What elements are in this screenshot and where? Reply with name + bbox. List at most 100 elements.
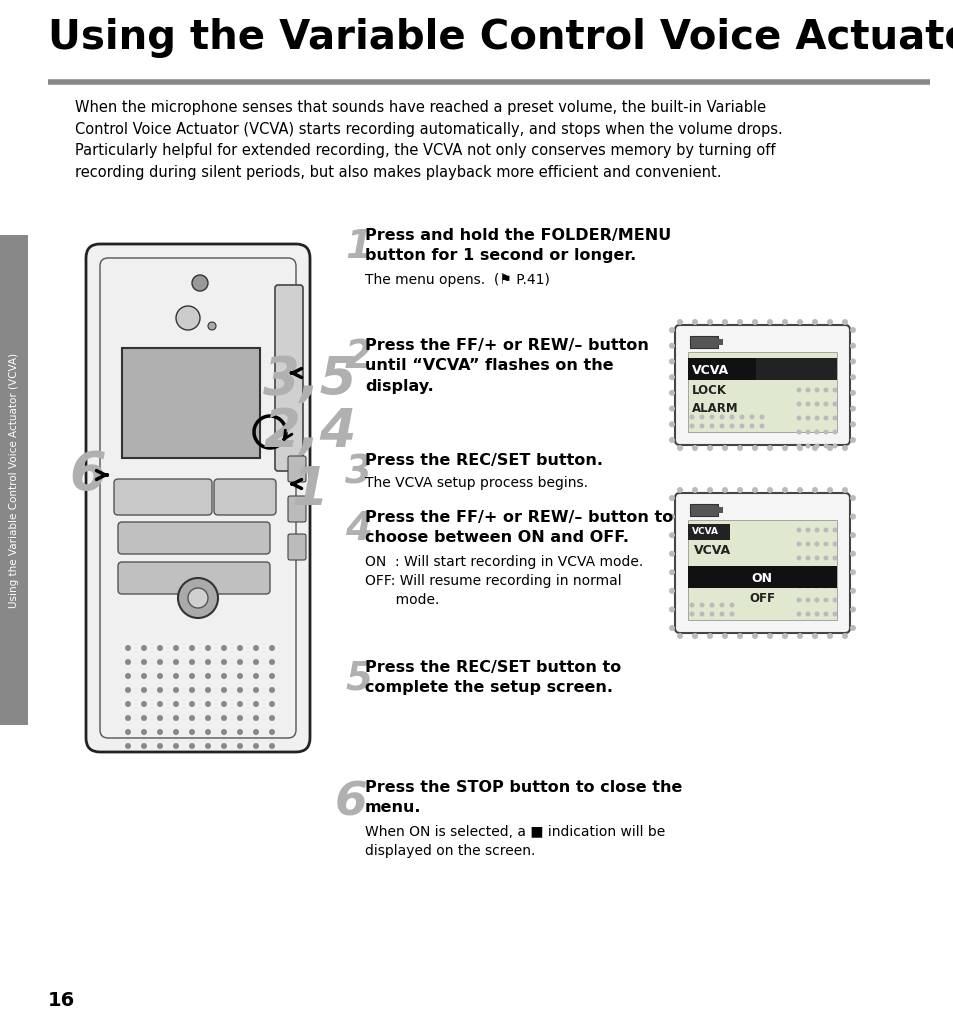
- Circle shape: [826, 633, 832, 639]
- Text: OFF: OFF: [748, 592, 774, 605]
- Circle shape: [236, 715, 243, 721]
- Circle shape: [796, 487, 802, 493]
- Circle shape: [668, 406, 675, 412]
- Text: 3: 3: [345, 453, 372, 490]
- Circle shape: [668, 437, 675, 443]
- Circle shape: [796, 569, 801, 574]
- Circle shape: [796, 319, 802, 325]
- Circle shape: [269, 743, 274, 749]
- Circle shape: [737, 445, 742, 451]
- Circle shape: [221, 659, 227, 665]
- Circle shape: [822, 611, 827, 616]
- Text: Press the FF/+ or REW/– button
until “VCVA” flashes on the
display.: Press the FF/+ or REW/– button until “VC…: [365, 338, 648, 394]
- Circle shape: [172, 729, 179, 735]
- Circle shape: [253, 687, 258, 693]
- Circle shape: [841, 633, 847, 639]
- Circle shape: [208, 322, 215, 330]
- Circle shape: [706, 319, 712, 325]
- Circle shape: [804, 597, 810, 602]
- Text: Press the FF/+ or REW/– button to
choose between ON and OFF.: Press the FF/+ or REW/– button to choose…: [365, 510, 673, 546]
- Circle shape: [751, 487, 758, 493]
- Circle shape: [221, 743, 227, 749]
- Circle shape: [668, 495, 675, 501]
- Text: Press the REC/SET button.: Press the REC/SET button.: [365, 453, 602, 468]
- Circle shape: [729, 424, 734, 428]
- Text: Press and hold the FOLDER/MENU
button for 1 second or longer.: Press and hold the FOLDER/MENU button fo…: [365, 228, 671, 263]
- Circle shape: [796, 429, 801, 434]
- Circle shape: [739, 415, 743, 420]
- Circle shape: [804, 416, 810, 421]
- Circle shape: [849, 358, 855, 365]
- FancyBboxPatch shape: [213, 479, 275, 515]
- Circle shape: [709, 602, 714, 607]
- Circle shape: [677, 633, 682, 639]
- Circle shape: [832, 584, 837, 589]
- Circle shape: [822, 359, 827, 365]
- Circle shape: [668, 514, 675, 519]
- Circle shape: [766, 487, 772, 493]
- Circle shape: [849, 374, 855, 380]
- Circle shape: [178, 578, 218, 618]
- Circle shape: [814, 611, 819, 616]
- Circle shape: [205, 687, 211, 693]
- Circle shape: [832, 597, 837, 602]
- Bar: [687, 358, 755, 380]
- Circle shape: [796, 359, 801, 365]
- Circle shape: [849, 551, 855, 557]
- Circle shape: [822, 555, 827, 560]
- Circle shape: [157, 645, 163, 651]
- Circle shape: [699, 602, 703, 607]
- Circle shape: [709, 611, 714, 616]
- Circle shape: [221, 673, 227, 679]
- Text: The VCVA setup process begins.: The VCVA setup process begins.: [365, 475, 587, 489]
- Circle shape: [172, 659, 179, 665]
- Text: 6: 6: [70, 449, 107, 501]
- Circle shape: [721, 487, 727, 493]
- Circle shape: [253, 715, 258, 721]
- Circle shape: [814, 359, 819, 365]
- Text: VCVA: VCVA: [693, 544, 730, 557]
- Circle shape: [832, 542, 837, 547]
- Circle shape: [668, 625, 675, 631]
- Circle shape: [796, 443, 801, 449]
- Text: 5: 5: [345, 660, 372, 698]
- Circle shape: [668, 374, 675, 380]
- Circle shape: [822, 416, 827, 421]
- Text: When ON is selected, a ■ indication will be
displayed on the screen.: When ON is selected, a ■ indication will…: [365, 825, 664, 858]
- Circle shape: [729, 602, 734, 607]
- Circle shape: [189, 701, 194, 707]
- Circle shape: [125, 687, 131, 693]
- Circle shape: [189, 715, 194, 721]
- Circle shape: [157, 729, 163, 735]
- Bar: [718, 339, 722, 345]
- Circle shape: [804, 359, 810, 365]
- Circle shape: [236, 645, 243, 651]
- Circle shape: [804, 401, 810, 407]
- Text: LOCK: LOCK: [691, 384, 726, 397]
- Circle shape: [822, 401, 827, 407]
- Circle shape: [814, 584, 819, 589]
- FancyBboxPatch shape: [288, 456, 306, 482]
- Circle shape: [796, 401, 801, 407]
- Circle shape: [125, 715, 131, 721]
- Text: VCVA: VCVA: [691, 527, 719, 537]
- Circle shape: [668, 390, 675, 396]
- Bar: [122, 348, 260, 458]
- Circle shape: [814, 527, 819, 532]
- Circle shape: [721, 445, 727, 451]
- Circle shape: [221, 729, 227, 735]
- Circle shape: [814, 569, 819, 574]
- Text: Press the REC/SET button to
complete the setup screen.: Press the REC/SET button to complete the…: [365, 660, 620, 695]
- Circle shape: [737, 319, 742, 325]
- Circle shape: [269, 729, 274, 735]
- Circle shape: [796, 555, 801, 560]
- Circle shape: [849, 588, 855, 594]
- Circle shape: [221, 687, 227, 693]
- Circle shape: [849, 532, 855, 539]
- Circle shape: [737, 487, 742, 493]
- Circle shape: [699, 415, 703, 420]
- Circle shape: [125, 645, 131, 651]
- Circle shape: [832, 443, 837, 449]
- Circle shape: [141, 645, 147, 651]
- Circle shape: [849, 625, 855, 631]
